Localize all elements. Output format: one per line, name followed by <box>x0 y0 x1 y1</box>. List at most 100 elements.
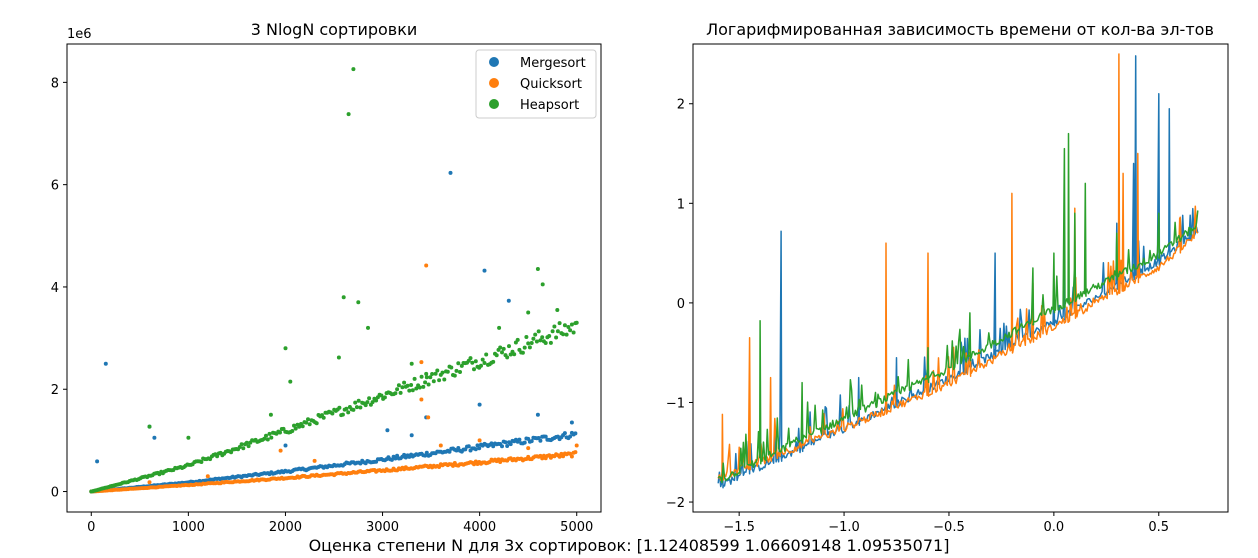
scatter-point <box>278 430 282 435</box>
scatter-point <box>363 403 368 408</box>
scatter-point <box>300 424 305 429</box>
scatter-point <box>410 388 415 393</box>
scatter-point <box>346 410 351 415</box>
scatter-point <box>569 420 574 425</box>
scatter-point <box>241 446 246 451</box>
scatter-point <box>512 352 517 357</box>
scatter-point <box>566 325 571 329</box>
series-heapsort <box>89 67 579 494</box>
scatter-point <box>267 431 272 436</box>
scatter-point <box>480 357 485 362</box>
scatter-point <box>268 412 273 417</box>
scatter-point <box>468 356 473 361</box>
scatter-point <box>393 391 398 396</box>
scatter-point <box>414 386 419 391</box>
scatter-point <box>351 67 356 72</box>
scatter-point <box>426 415 431 420</box>
y-tick-label: −2 <box>666 496 685 511</box>
scatter-point <box>505 444 510 448</box>
scatter-point <box>264 433 268 438</box>
scatter-point <box>533 332 538 337</box>
scatter-point <box>526 446 531 451</box>
scatter-point <box>293 426 298 431</box>
scatter-point <box>356 300 361 305</box>
scatter-point <box>290 429 295 433</box>
left-axis-ticks: 0 1000 2000 3000 4000 5000 0 2 4 6 8 <box>51 76 594 535</box>
scatter-point <box>506 298 511 303</box>
scatter-point <box>484 352 489 357</box>
scatter-point <box>524 335 529 339</box>
scatter-point <box>458 370 462 374</box>
scatter-point <box>562 323 567 328</box>
scatter-point <box>395 387 400 392</box>
x-tick-label: 1000 <box>172 520 205 535</box>
scatter-point <box>186 435 191 440</box>
scatter-point <box>426 382 431 387</box>
scatter-point <box>353 400 358 405</box>
scatter-point <box>95 459 100 464</box>
scatter-point <box>292 423 296 428</box>
left-chart-marks <box>89 67 579 494</box>
scatter-point <box>482 268 487 273</box>
scatter-point <box>555 329 560 334</box>
scatter-point <box>562 431 567 436</box>
right-chart-title: Логарифмированная зависимость времени от… <box>706 20 1214 39</box>
scatter-point <box>431 379 436 384</box>
scatter-point <box>283 443 288 448</box>
scatter-point <box>312 458 317 463</box>
scatter-point <box>407 388 412 393</box>
scatter-point <box>568 434 573 439</box>
scatter-point <box>564 332 569 337</box>
scatter-point <box>522 440 527 445</box>
series-line-quicksort <box>717 53 1199 482</box>
scatter-point <box>477 438 482 443</box>
scatter-point <box>409 433 414 438</box>
scatter-point <box>473 359 478 364</box>
series-line-mergesort <box>717 55 1199 489</box>
scatter-point <box>337 405 342 410</box>
scatter-point <box>536 329 541 334</box>
scatter-point <box>374 398 379 403</box>
scatter-point <box>569 454 574 459</box>
scatter-point <box>552 324 557 329</box>
left-plot-area <box>66 43 602 513</box>
scatter-point <box>535 412 540 417</box>
scatter-point <box>491 359 496 364</box>
scatter-point <box>482 361 487 365</box>
scatter-point <box>574 320 579 325</box>
scatter-point <box>515 337 520 342</box>
x-tick-label: 5000 <box>560 520 593 535</box>
scatter-point <box>494 353 499 358</box>
scatter-point <box>269 435 274 440</box>
x-tick-label: 0.0 <box>1044 520 1065 535</box>
scatter-point <box>554 335 559 340</box>
scatter-point <box>557 321 562 326</box>
scatter-point <box>477 446 482 451</box>
x-tick-label: −0.5 <box>933 520 965 535</box>
scatter-point <box>540 335 545 340</box>
left-y-offset-label: 1e6 <box>67 27 92 42</box>
scatter-point <box>497 325 502 330</box>
x-tick-label: 3000 <box>366 520 399 535</box>
scatter-point <box>538 438 543 443</box>
left-chart-title: 3 NlogN сортировки <box>251 20 418 39</box>
scatter-point <box>435 368 440 373</box>
scatter-point <box>265 437 270 442</box>
scatter-point <box>396 383 401 388</box>
scatter-point <box>199 460 204 464</box>
scatter-point <box>366 325 370 330</box>
scatter-point <box>527 345 532 350</box>
scatter-point <box>419 374 424 379</box>
legend-frame <box>475 49 597 119</box>
scatter-point <box>543 341 548 345</box>
x-tick-label: 2000 <box>269 520 302 535</box>
scatter-panel: 3 NlogN сортировки 1e6 0 1000 2000 3000 4000… <box>51 20 602 535</box>
scatter-point <box>507 344 511 349</box>
y-tick-label: 1 <box>677 197 685 212</box>
y-tick-label: 0 <box>677 297 685 312</box>
x-tick-label: 4000 <box>463 520 496 535</box>
x-tick-label: −1.0 <box>828 520 860 535</box>
scatter-point <box>472 367 476 372</box>
scatter-point <box>412 376 417 381</box>
scatter-point <box>437 378 442 383</box>
